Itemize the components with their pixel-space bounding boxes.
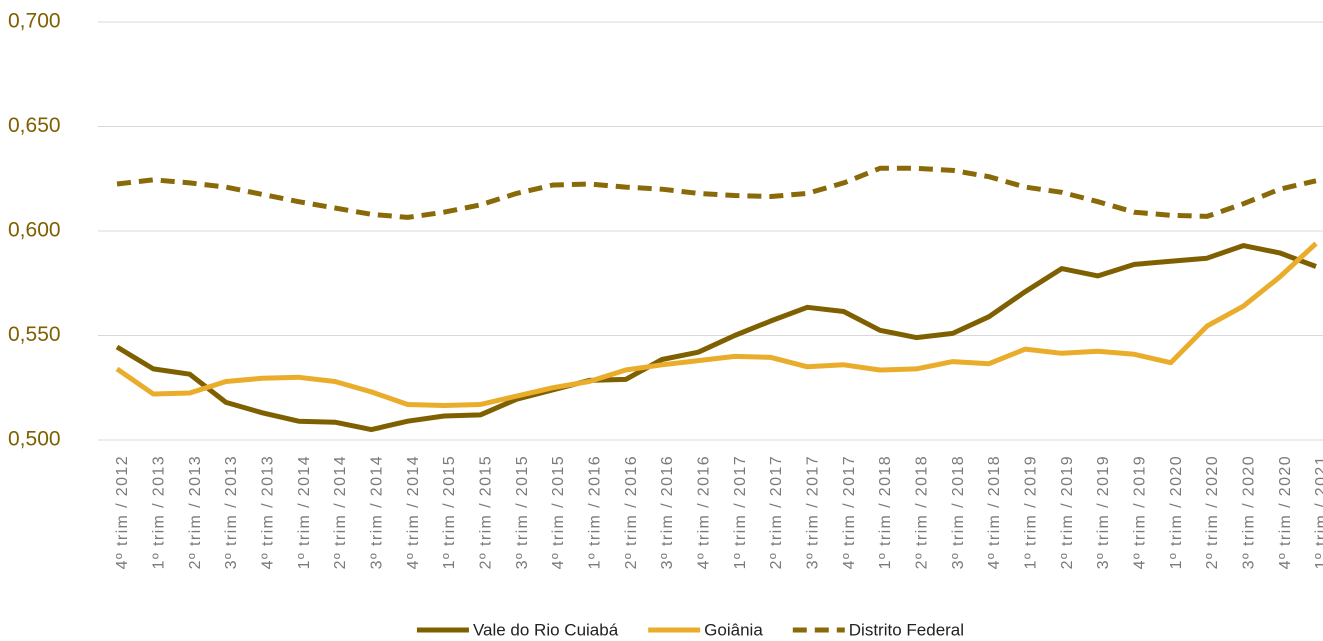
series-line xyxy=(116,165,1317,220)
y-tick-label: 0,550 xyxy=(8,323,61,346)
x-tick-label: 2º trim / 2017 xyxy=(768,455,785,569)
x-tick-label: 1º trim / 2021 xyxy=(1313,455,1323,569)
x-tick-label: 2º trim / 2018 xyxy=(914,455,931,569)
x-tick-label: 4º trim / 2016 xyxy=(696,455,713,569)
y-tick-label: 0,600 xyxy=(8,219,61,242)
x-tick-label: 2º trim / 2013 xyxy=(187,455,204,569)
legend-label: Goiânia xyxy=(704,620,763,639)
x-tick-label: 2º trim / 2015 xyxy=(478,455,495,569)
x-tick-label: 4º trim / 2019 xyxy=(1132,455,1149,569)
legend-label: Distrito Federal xyxy=(849,620,964,639)
x-tick-label: 3º trim / 2016 xyxy=(659,455,676,569)
x-tick-label: 3º trim / 2015 xyxy=(514,455,531,569)
x-tick-label: 4º trim / 2013 xyxy=(260,455,277,569)
y-tick-label: 0,650 xyxy=(8,114,61,137)
x-tick-label: 1º trim / 2017 xyxy=(732,455,749,569)
x-tick-label: 3º trim / 2018 xyxy=(950,455,967,569)
x-tick-label: 4º trim / 2017 xyxy=(841,455,858,569)
x-tick-label: 2º trim / 2020 xyxy=(1204,455,1221,569)
x-tick-label: 1º trim / 2019 xyxy=(1023,455,1040,569)
x-tick-label: 1º trim / 2016 xyxy=(587,455,604,569)
x-tick-label: 3º trim / 2020 xyxy=(1241,455,1258,569)
x-tick-label: 3º trim / 2013 xyxy=(223,455,240,569)
y-tick-label: 0,500 xyxy=(8,428,61,451)
x-tick-label: 1º trim / 2014 xyxy=(296,455,313,569)
x-tick-label: 3º trim / 2017 xyxy=(805,455,822,569)
series-line xyxy=(115,241,1318,408)
x-tick-label: 4º trim / 2015 xyxy=(550,455,567,569)
x-tick-label: 1º trim / 2020 xyxy=(1168,455,1185,569)
x-tick-label: 2º trim / 2014 xyxy=(332,455,349,569)
x-tick-label: 1º trim / 2015 xyxy=(441,455,458,569)
y-tick-label: 0,700 xyxy=(8,10,61,33)
x-tick-label: 4º trim / 2020 xyxy=(1277,455,1294,569)
x-tick-label: 4º trim / 2012 xyxy=(114,455,131,569)
x-tick-label: 2º trim / 2016 xyxy=(623,455,640,569)
series-line xyxy=(115,243,1317,433)
x-tick-label: 3º trim / 2019 xyxy=(1095,455,1112,569)
x-tick-label: 3º trim / 2014 xyxy=(369,455,386,569)
x-tick-label: 4º trim / 2014 xyxy=(405,455,422,569)
x-tick-label: 2º trim / 2019 xyxy=(1059,455,1076,569)
legend-label: Vale do Rio Cuiabá xyxy=(473,620,619,639)
x-tick-label: 4º trim / 2018 xyxy=(986,455,1003,569)
x-tick-label: 1º trim / 2013 xyxy=(151,455,168,569)
x-tick-label: 1º trim / 2018 xyxy=(877,455,894,569)
